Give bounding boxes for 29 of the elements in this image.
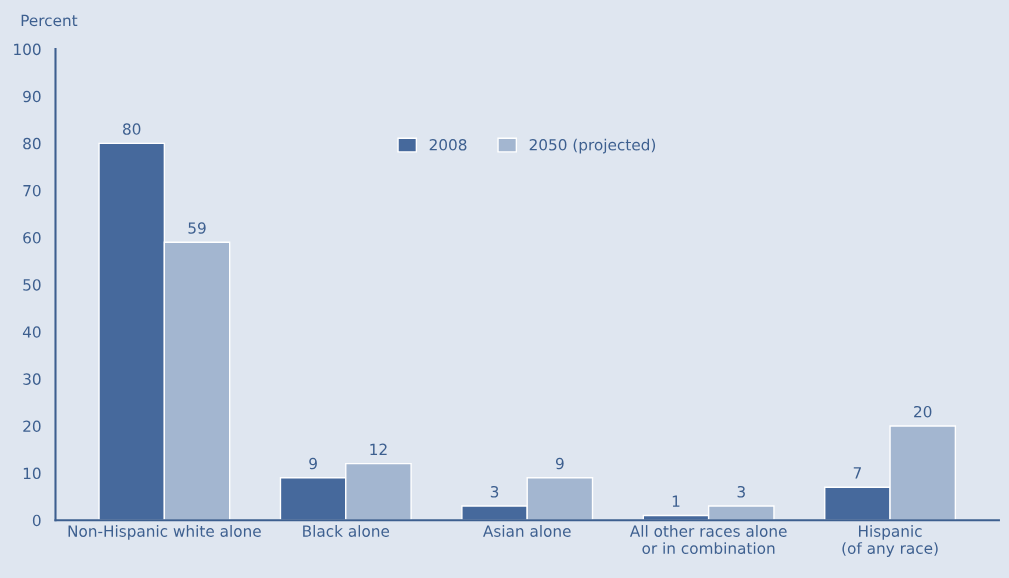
y-tick-label: 10	[23, 467, 41, 480]
y-tick-label: 0	[32, 514, 41, 527]
x-tick-label: Hispanic (of any race)	[842, 525, 938, 557]
data-label: 1	[672, 495, 680, 507]
data-label: 3	[737, 486, 745, 498]
data-label: 3	[490, 486, 499, 498]
data-label: 12	[370, 443, 387, 455]
y-tick-label: 20	[23, 420, 41, 433]
y-tick-label: 40	[22, 326, 41, 338]
y-tick-label: 50	[23, 279, 41, 291]
y-tick-label: 100	[14, 43, 41, 56]
y-tick-label: 90	[23, 90, 41, 103]
y-axis-title: Percent	[21, 14, 78, 27]
data-label: 9	[309, 457, 317, 470]
legend-label: 2008	[429, 138, 467, 151]
data-label: 80	[123, 123, 141, 135]
y-tick-label: 60	[23, 232, 41, 244]
y-tick-label: 70	[23, 184, 41, 197]
y-tick-label: 30	[23, 373, 41, 385]
x-tick-label: All other races alone or in combination	[629, 525, 787, 554]
data-label: 7	[853, 467, 861, 479]
x-tick-label: Asian alone	[483, 525, 571, 537]
x-tick-label: Non-Hispanic white alone	[68, 525, 261, 540]
data-label: 20	[914, 405, 932, 418]
data-label: 59	[188, 222, 206, 234]
legend-label: 2050 (projected)	[529, 138, 656, 154]
y-tick-label: 80	[23, 137, 41, 150]
data-label: 9	[555, 457, 564, 470]
x-tick-label: Black alone	[303, 525, 390, 537]
